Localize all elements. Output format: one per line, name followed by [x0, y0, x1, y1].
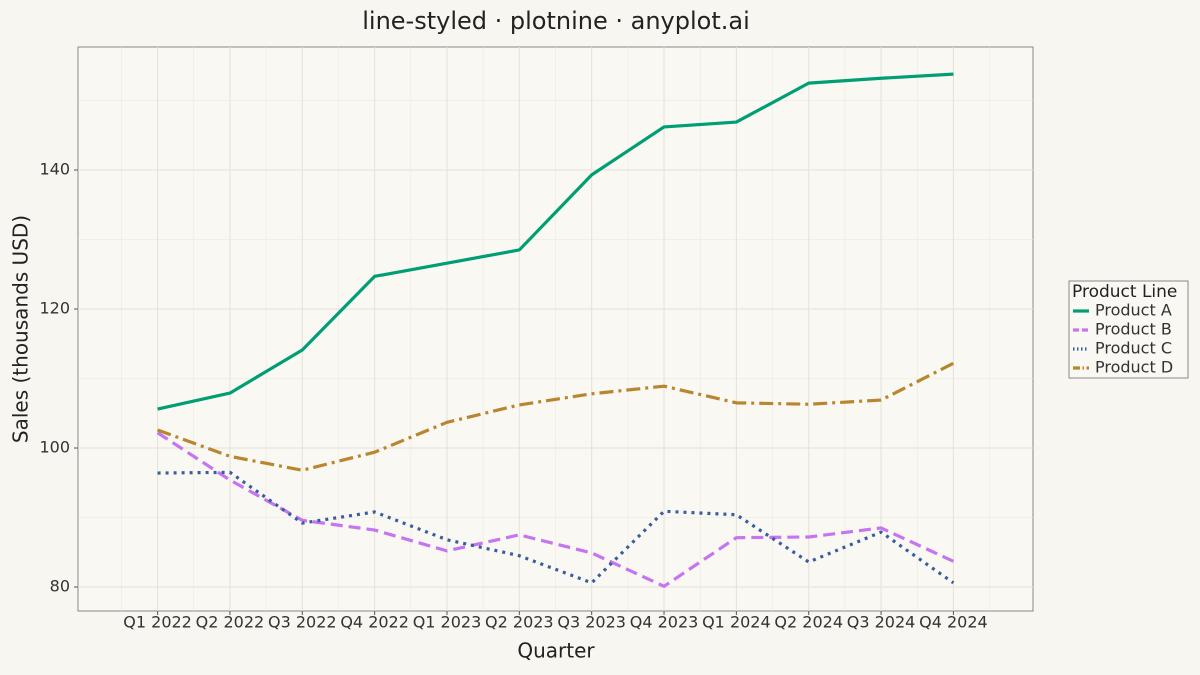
x-axis-label: Quarter — [517, 639, 595, 663]
chart-title: line-styled · plotnine · anyplot.ai — [362, 7, 750, 35]
x-tick-label: Q2 2023 — [485, 613, 554, 632]
x-tick-label: Q4 2022 — [340, 613, 409, 632]
legend-label: Product C — [1095, 339, 1172, 358]
legend-title: Product Line — [1072, 282, 1177, 302]
x-tick-label: Q4 2023 — [630, 613, 699, 632]
line-series — [157, 470, 955, 585]
x-tick-label: Q2 2022 — [196, 613, 265, 632]
line-series — [157, 72, 954, 411]
x-tick-label: Q1 2023 — [413, 613, 482, 632]
y-tick-label: 120 — [39, 299, 70, 318]
legend-label: Product A — [1095, 301, 1172, 320]
x-tick-label: Q3 2022 — [268, 613, 337, 632]
legend-box — [1068, 280, 1189, 379]
x-tick-label: Q3 2023 — [557, 613, 626, 632]
legend-label: Product B — [1095, 320, 1172, 339]
y-axis-label: Sales (thousands USD) — [9, 215, 33, 443]
x-tick-label: Q1 2024 — [702, 613, 771, 632]
y-tick-label: 80 — [50, 577, 70, 596]
y-tick-label: 100 — [39, 438, 70, 457]
x-tick-label: Q3 2024 — [847, 613, 916, 632]
y-tick-label: 140 — [39, 160, 70, 179]
x-tick-label: Q4 2024 — [919, 613, 988, 632]
legend-label: Product D — [1095, 358, 1173, 377]
x-tick-label: Q2 2024 — [774, 613, 843, 632]
x-tick-label: Q1 2022 — [123, 613, 192, 632]
line-series — [157, 361, 955, 472]
